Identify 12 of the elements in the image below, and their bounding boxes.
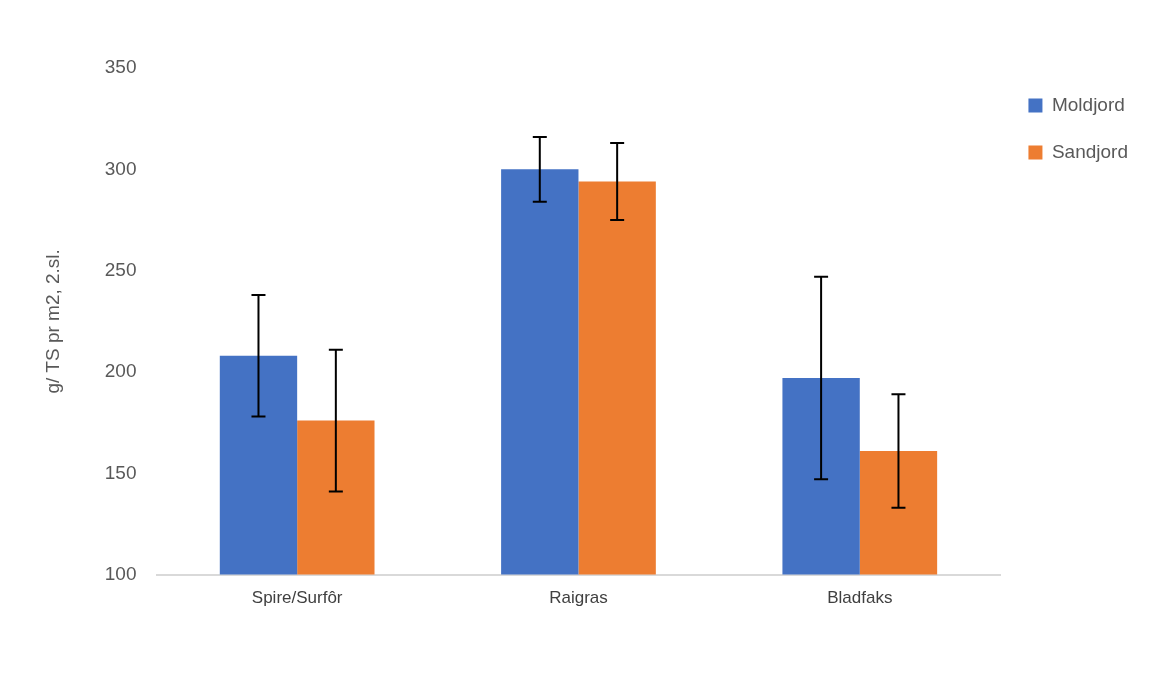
x-tick-label: Raigras <box>549 588 608 608</box>
legend-label: Sandjord <box>1051 140 1129 162</box>
y-axis-title: g/ TS pr m2, 2.sl. <box>41 249 63 394</box>
legend-label: Moldjord <box>1051 93 1125 115</box>
x-tick-label: Spire/Surfôr <box>251 588 343 608</box>
y-tick-label: 300 <box>104 157 137 179</box>
y-tick-label: 100 <box>104 562 137 584</box>
y-tick-label: 350 <box>104 56 137 78</box>
y-tick-label: 150 <box>104 461 137 483</box>
y-tick-label: 250 <box>104 258 137 280</box>
x-tick-label: Bladfaks <box>827 588 893 608</box>
y-tick-label: 200 <box>104 360 137 382</box>
